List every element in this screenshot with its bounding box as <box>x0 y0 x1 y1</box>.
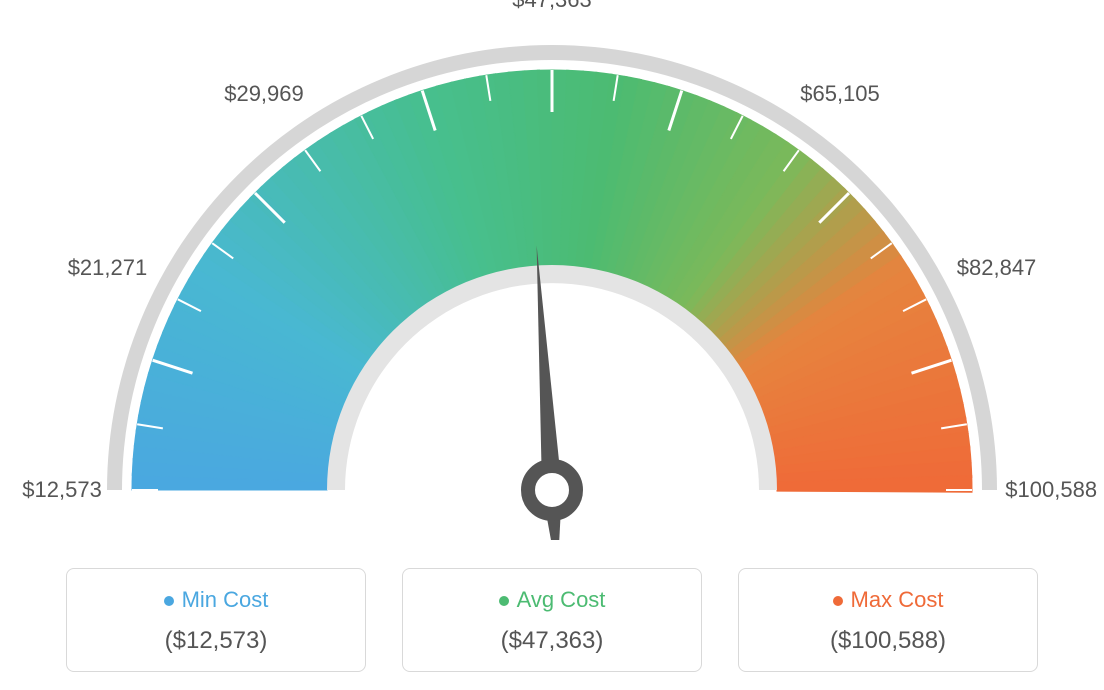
gauge-scale-label: $100,588 <box>1005 477 1097 503</box>
gauge-svg <box>0 0 1104 540</box>
gauge-hub <box>528 466 576 514</box>
legend-label-min: Min Cost <box>182 587 269 612</box>
legend-value-min: ($12,573) <box>77 627 355 655</box>
dot-icon <box>833 596 843 606</box>
legend-value-max: ($100,588) <box>749 627 1027 655</box>
cost-gauge-chart: $12,573 $21,271 $29,969 $47,363 $65,105 $82,8… <box>0 0 1104 540</box>
legend-title-max: Max Cost <box>749 587 1027 613</box>
gauge-scale-label: $21,271 <box>68 255 148 281</box>
gauge-scale-label: $29,969 <box>224 81 304 107</box>
legend-card-avg: Avg Cost ($47,363) <box>402 568 702 672</box>
legend-label-max: Max Cost <box>851 587 944 612</box>
dot-icon <box>499 596 509 606</box>
legend-title-avg: Avg Cost <box>413 587 691 613</box>
legend-title-min: Min Cost <box>77 587 355 613</box>
legend-card-min: Min Cost ($12,573) <box>66 568 366 672</box>
dot-icon <box>164 596 174 606</box>
gauge-scale-label: $47,363 <box>512 0 592 13</box>
legend-value-avg: ($47,363) <box>413 627 691 655</box>
legend-row: Min Cost ($12,573) Avg Cost ($47,363) Ma… <box>0 568 1104 672</box>
legend-label-avg: Avg Cost <box>517 587 606 612</box>
legend-card-max: Max Cost ($100,588) <box>738 568 1038 672</box>
gauge-scale-label: $82,847 <box>957 255 1037 281</box>
gauge-scale-label: $12,573 <box>22 477 102 503</box>
gauge-scale-label: $65,105 <box>800 81 880 107</box>
